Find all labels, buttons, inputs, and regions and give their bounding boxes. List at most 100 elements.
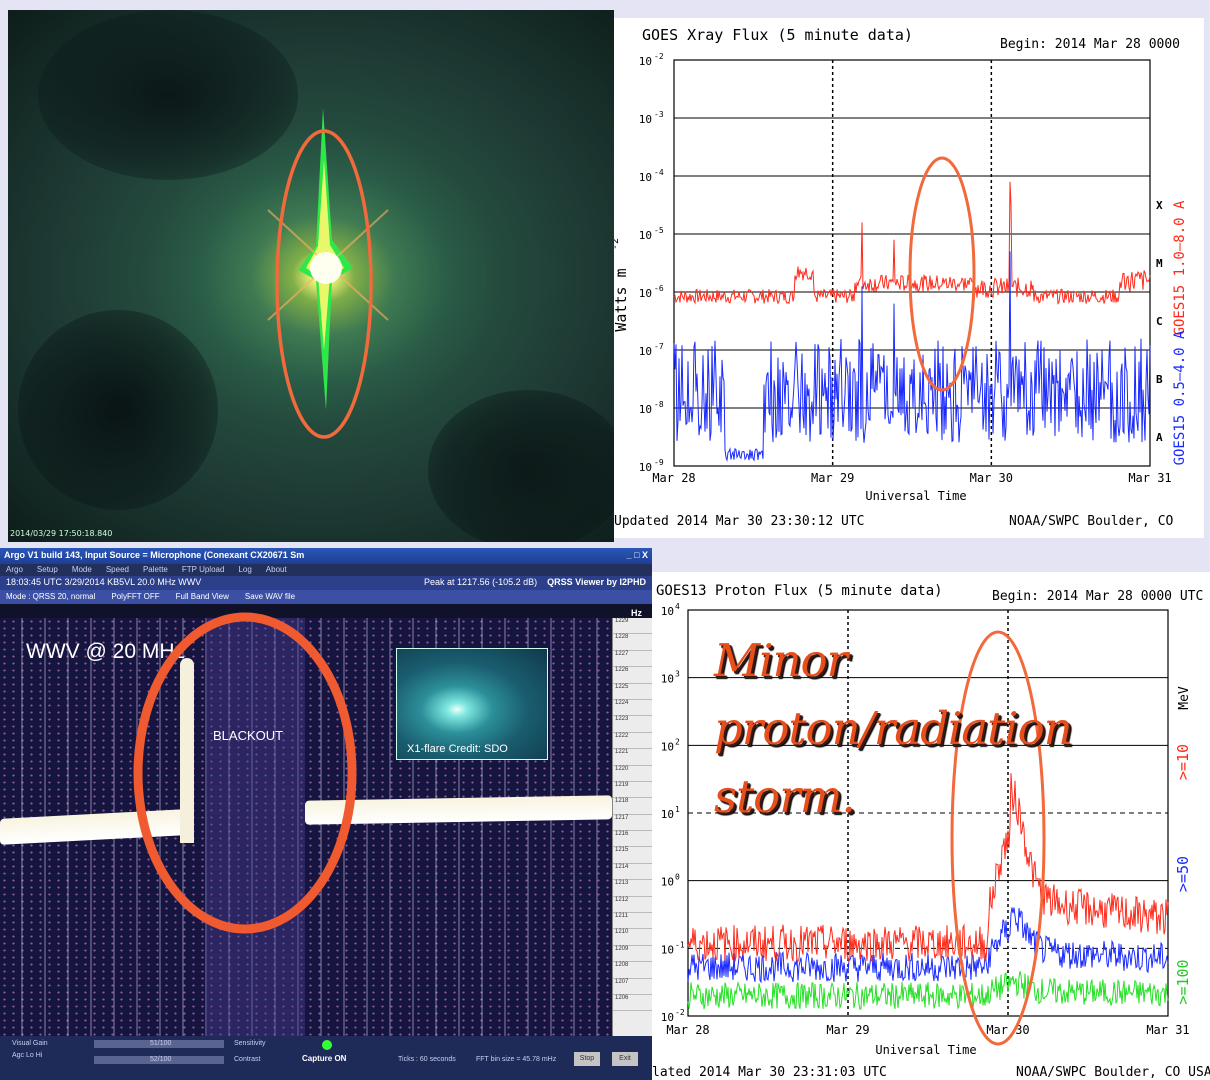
agc-controls[interactable]: Agc Lo Hi	[12, 1052, 43, 1059]
xray-long-label: GOES15 1.0–8.0 A	[1172, 200, 1188, 335]
argo-fullband[interactable]: Full Band View	[175, 592, 229, 601]
hz-tick-label: 1218	[613, 798, 652, 815]
menu-log[interactable]: Log	[238, 565, 252, 574]
exit-button[interactable]: Exit	[612, 1052, 638, 1066]
hz-tick-label: 1208	[613, 962, 652, 979]
hz-tick-label: 1220	[613, 766, 652, 782]
xray-class-label: X	[1156, 199, 1163, 212]
xray-ytick-exp: -2	[654, 52, 664, 61]
proton-ytick-label: 10	[661, 673, 674, 686]
xray-xtick-label: Mar 30	[970, 471, 1013, 485]
proton-xlabel: Universal Time	[875, 1043, 976, 1057]
window-controls[interactable]: _ □ X	[626, 550, 648, 560]
argo-window: Argo V1 build 143, Input Source = Microp…	[0, 548, 652, 1080]
hz-tick-label: 1209	[613, 946, 652, 963]
sensitivity-label: Sensitivity	[234, 1040, 266, 1047]
xray-ytick-exp: -7	[654, 342, 664, 351]
hz-tick-label: 1216	[613, 831, 652, 848]
xray-ytick-exp: -8	[654, 400, 664, 409]
xray-ytick-exp: -4	[654, 168, 664, 177]
hz-tick-label: 1217	[613, 815, 652, 832]
argo-infobar: 18:03:45 UTC 3/29/2014 KB5VL 20.0 MHz WW…	[0, 576, 652, 590]
proton-title: GOES13 Proton Flux (5 minute data)	[656, 583, 943, 599]
xray-ytick-label: 10	[639, 171, 652, 184]
hz-tick-label: 1226	[613, 667, 652, 684]
hz-tick-label: 1213	[613, 880, 652, 897]
proton-ytick-label: 10	[661, 808, 674, 821]
stop-button[interactable]: Stop	[574, 1052, 600, 1066]
capture-status[interactable]: Capture ON	[302, 1054, 347, 1063]
visual-gain-label: Visual Gain	[12, 1040, 48, 1047]
proton-ch3: >=100	[1174, 959, 1192, 1004]
gain-a-value: 51/100	[150, 1040, 172, 1047]
proton-begin: Begin: 2014 Mar 28 0000 UTC	[992, 589, 1203, 604]
blackout-label: BLACKOUT	[213, 728, 284, 743]
xray-ytick-label: 10	[639, 287, 652, 300]
proton-xtick-label: Mar 29	[826, 1023, 869, 1037]
proton-ytick-label: 10	[661, 740, 674, 753]
image-timestamp: 2014/03/29 17:50:18.840	[10, 529, 113, 538]
xray-ytick-exp: -6	[654, 284, 664, 293]
menu-about[interactable]: About	[265, 565, 287, 574]
xray-xtick-label: Mar 29	[811, 471, 854, 485]
xray-xlabel: Universal Time	[865, 489, 966, 503]
hz-tick-label: 1206	[613, 995, 652, 1012]
blackout-band	[205, 618, 305, 1038]
xray-ytick-label: 10	[639, 55, 652, 68]
hz-tick-label: 1221	[613, 749, 652, 766]
gain-slider-b[interactable]: 52/100	[94, 1056, 224, 1064]
proton-flux-chart: GOES13 Proton Flux (5 minute data) Begin…	[652, 572, 1210, 1080]
xray-class-label: B	[1156, 373, 1163, 386]
menu-palette[interactable]: Palette	[142, 565, 168, 574]
hz-tick-label: 1228	[613, 634, 652, 651]
xray-updated: Updated 2014 Mar 30 23:30:12 UTC	[614, 514, 864, 529]
proton-ytick-exp: -1	[675, 940, 685, 949]
proton-xtick-label: Mar 28	[666, 1023, 709, 1037]
proton-ytick-exp: 2	[675, 737, 680, 746]
xray-ylabel-exp: -2	[614, 238, 621, 250]
xray-ytick-exp: -3	[654, 110, 664, 119]
xray-short-label: GOES15 0.5–4.0 A	[1172, 330, 1188, 465]
hz-tick-label: 1214	[613, 864, 652, 881]
gain-b-value: 52/100	[150, 1056, 172, 1063]
argo-mode[interactable]: Mode : QRSS 20, normal	[6, 592, 96, 601]
argo-titlebar: Argo V1 build 143, Input Source = Microp…	[0, 548, 652, 564]
proton-ch2: >=50	[1174, 856, 1192, 892]
hz-tick-label: 1222	[613, 733, 652, 750]
argo-polyfft[interactable]: PolyFFT OFF	[111, 592, 160, 601]
menu-ftp-upload[interactable]: FTP Upload	[181, 565, 225, 574]
proton-ytick-exp: 1	[675, 805, 680, 814]
xray-ylabel: Watts m	[614, 268, 630, 331]
menu-mode[interactable]: Mode	[71, 565, 92, 574]
proton-storm-ellipse	[950, 630, 1046, 1046]
xray-class-label: A	[1156, 431, 1163, 444]
overlay-line-2: proton/radiation	[714, 702, 1073, 755]
menu-speed[interactable]: Speed	[105, 565, 129, 574]
carrier-trace	[305, 795, 612, 825]
flare-overlay	[267, 108, 389, 439]
fft-label: FFT bin size = 45.78 mHz	[476, 1056, 557, 1063]
argo-save-wav[interactable]: Save WAV file	[244, 592, 296, 601]
argo-bottombar: Visual Gain Agc Lo Hi 51/100 52/100 Sens…	[0, 1036, 652, 1080]
proton-ytick-exp: 3	[675, 670, 680, 679]
xray-credit: NOAA/SWPC Boulder, CO	[1009, 514, 1174, 529]
proton-ytick-exp: 4	[675, 602, 680, 611]
capture-indicator	[322, 1040, 332, 1050]
menu-argo[interactable]: Argo	[6, 565, 23, 574]
coronal-hole	[38, 10, 298, 180]
hz-tick-label: 1225	[613, 684, 652, 700]
proton-unit: MeV	[1177, 686, 1192, 710]
hz-label: Hz	[631, 608, 642, 618]
hz-tick-label: 1212	[613, 897, 652, 914]
xray-xtick-label: Mar 31	[1128, 471, 1171, 485]
proton-ge100-series	[687, 971, 1169, 1010]
proton-credit: NOAA/SWPC Boulder, CO USA	[1016, 1065, 1210, 1080]
xray-ytick-label: 10	[639, 403, 652, 416]
xray-title: GOES Xray Flux (5 minute data)	[642, 26, 913, 44]
overlay-line-1: Minor	[714, 634, 848, 687]
xray-flare-ellipse	[908, 156, 976, 392]
gain-slider-a[interactable]: 51/100	[94, 1040, 224, 1048]
menu-setup[interactable]: Setup	[36, 565, 58, 574]
overlay-line-3: storm.	[714, 770, 856, 823]
argo-viewer: QRSS Viewer by I2PHD	[547, 577, 646, 587]
